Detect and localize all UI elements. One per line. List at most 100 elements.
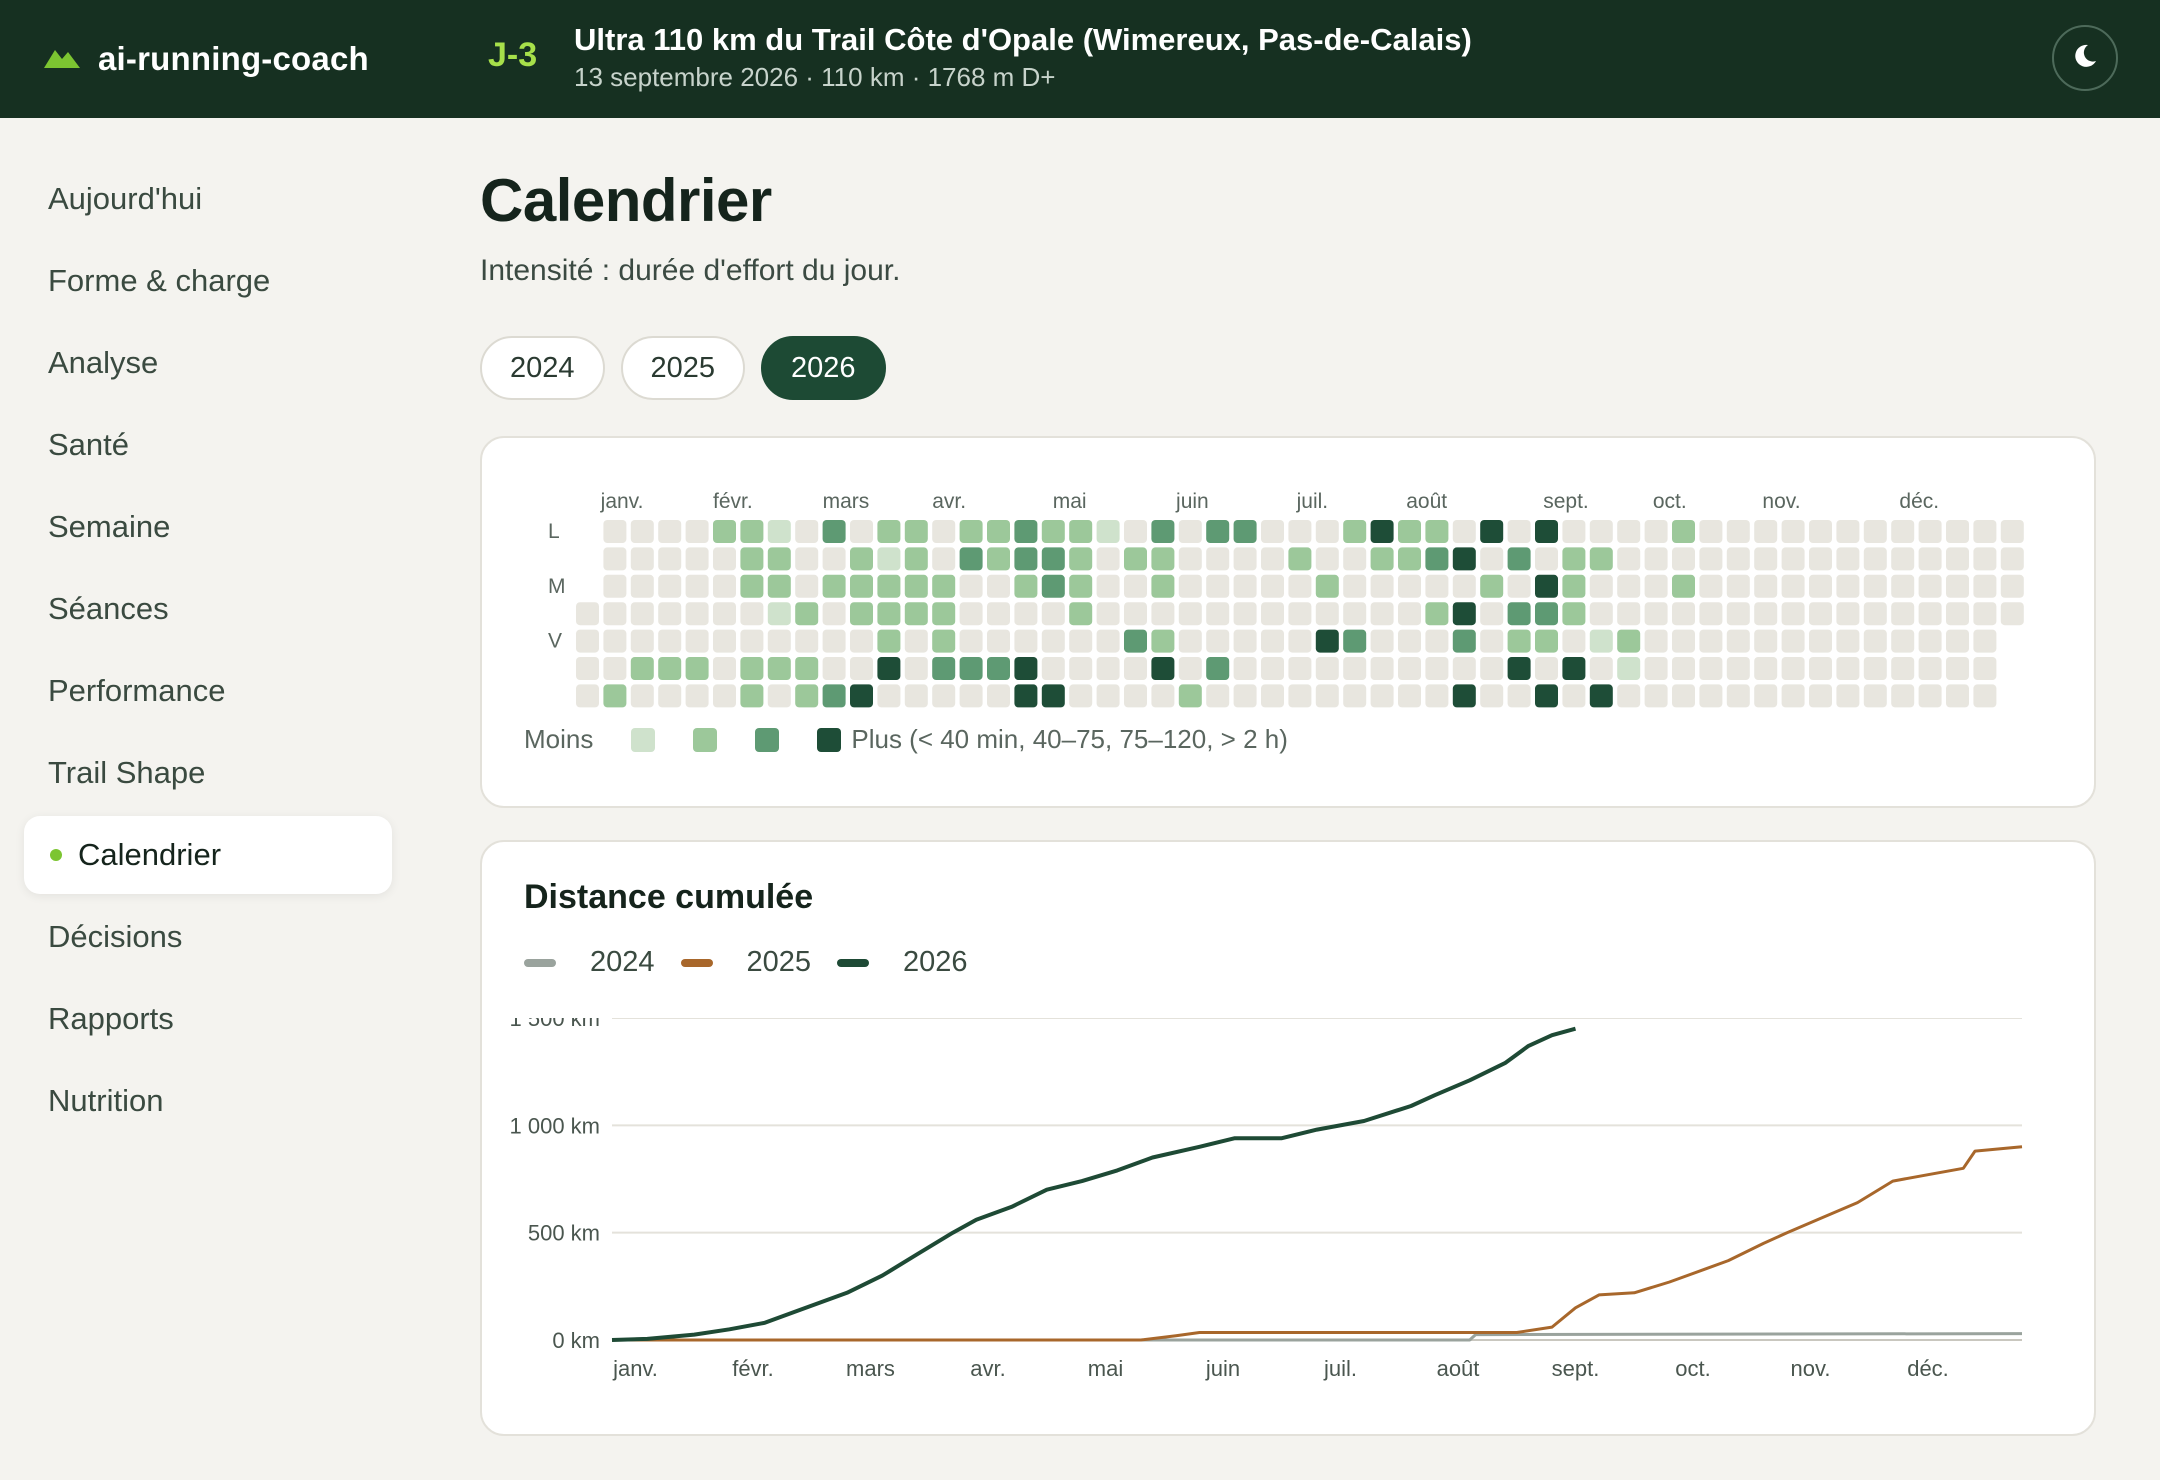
heatmap-day-cell[interactable]	[685, 547, 709, 571]
heatmap-day-cell[interactable]	[630, 574, 654, 598]
heatmap-day-cell[interactable]	[1343, 684, 1367, 708]
heatmap-day-cell[interactable]	[1809, 520, 1832, 543]
heatmap-day-cell[interactable]	[1261, 574, 1284, 598]
heatmap-day-cell[interactable]	[1398, 657, 1421, 680]
heatmap-day-cell[interactable]	[1178, 547, 1202, 571]
heatmap-day-cell[interactable]	[1315, 520, 1339, 543]
heatmap-day-cell[interactable]	[1425, 574, 1449, 598]
heatmap-day-cell[interactable]	[685, 629, 709, 653]
heatmap-day-cell[interactable]	[1151, 547, 1175, 571]
heatmap-day-cell[interactable]	[1617, 547, 1641, 571]
heatmap-day-cell[interactable]	[987, 520, 1010, 543]
heatmap-day-cell[interactable]	[1041, 547, 1065, 571]
heatmap-day-cell[interactable]	[1343, 657, 1367, 680]
heatmap-day-cell[interactable]	[1863, 574, 1887, 598]
heatmap-day-cell[interactable]	[685, 520, 709, 543]
heatmap-day-cell[interactable]	[1014, 684, 1038, 708]
sidebar-item-5[interactable]: Séances	[24, 570, 392, 648]
heatmap-day-cell[interactable]	[1261, 520, 1284, 543]
heatmap-day-cell[interactable]	[932, 574, 956, 598]
heatmap-day-cell[interactable]	[1562, 629, 1586, 653]
sidebar-item-3[interactable]: Santé	[24, 406, 392, 484]
heatmap-day-cell[interactable]	[877, 574, 901, 598]
heatmap-day-cell[interactable]	[1480, 657, 1504, 680]
heatmap-day-cell[interactable]	[1288, 629, 1312, 653]
heatmap-day-cell[interactable]	[1973, 629, 1997, 653]
heatmap-day-cell[interactable]	[1781, 657, 1805, 680]
heatmap-day-cell[interactable]	[658, 547, 682, 571]
heatmap-day-cell[interactable]	[959, 602, 983, 626]
heatmap-day-cell[interactable]	[1891, 602, 1915, 626]
heatmap-day-cell[interactable]	[904, 520, 928, 543]
heatmap-day-cell[interactable]	[713, 574, 736, 598]
heatmap-day-cell[interactable]	[1535, 602, 1558, 626]
heatmap-day-cell[interactable]	[576, 684, 599, 708]
heatmap-day-cell[interactable]	[713, 657, 736, 680]
heatmap-day-cell[interactable]	[1891, 520, 1915, 543]
heatmap-day-cell[interactable]	[1041, 657, 1065, 680]
heatmap-day-cell[interactable]	[1918, 629, 1942, 653]
heatmap-day-cell[interactable]	[1452, 602, 1476, 626]
heatmap-day-cell[interactable]	[1535, 684, 1558, 708]
heatmap-day-cell[interactable]	[1398, 602, 1421, 626]
heatmap-day-cell[interactable]	[1041, 629, 1065, 653]
heatmap-day-cell[interactable]	[1315, 657, 1339, 680]
heatmap-day-cell[interactable]	[1809, 602, 1832, 626]
heatmap-day-cell[interactable]	[1918, 684, 1942, 708]
heatmap-day-cell[interactable]	[1891, 629, 1915, 653]
heatmap-day-cell[interactable]	[1644, 657, 1668, 680]
heatmap-day-cell[interactable]	[1096, 520, 1120, 543]
heatmap-day-cell[interactable]	[1918, 520, 1942, 543]
heatmap-day-cell[interactable]	[1096, 684, 1120, 708]
heatmap-day-cell[interactable]	[713, 629, 736, 653]
heatmap-day-cell[interactable]	[987, 547, 1010, 571]
heatmap-day-cell[interactable]	[1315, 684, 1339, 708]
heatmap-day-cell[interactable]	[1973, 520, 1997, 543]
heatmap-day-cell[interactable]	[1315, 574, 1339, 598]
heatmap-day-cell[interactable]	[1425, 547, 1449, 571]
heatmap-day-cell[interactable]	[1041, 602, 1065, 626]
heatmap-day-cell[interactable]	[1343, 629, 1367, 653]
year-tab-2026[interactable]: 2026	[761, 336, 886, 400]
heatmap-day-cell[interactable]	[1589, 520, 1613, 543]
heatmap-day-cell[interactable]	[795, 547, 819, 571]
heatmap-day-cell[interactable]	[1014, 520, 1038, 543]
heatmap-day-cell[interactable]	[1178, 629, 1202, 653]
heatmap-day-cell[interactable]	[1261, 684, 1284, 708]
heatmap-day-cell[interactable]	[850, 657, 873, 680]
heatmap-day-cell[interactable]	[1781, 547, 1805, 571]
heatmap-day-cell[interactable]	[1343, 547, 1367, 571]
heatmap-day-cell[interactable]	[1781, 629, 1805, 653]
heatmap-day-cell[interactable]	[987, 629, 1010, 653]
heatmap-day-cell[interactable]	[1124, 657, 1147, 680]
heatmap-day-cell[interactable]	[740, 547, 764, 571]
heatmap-day-cell[interactable]	[1261, 629, 1284, 653]
heatmap-day-cell[interactable]	[822, 629, 846, 653]
heatmap-day-cell[interactable]	[1946, 547, 1969, 571]
heatmap-day-cell[interactable]	[877, 602, 901, 626]
heatmap-day-cell[interactable]	[795, 520, 819, 543]
heatmap-day-cell[interactable]	[1315, 547, 1339, 571]
heatmap-day-cell[interactable]	[576, 602, 599, 626]
heatmap-day-cell[interactable]	[1178, 684, 1202, 708]
heatmap-day-cell[interactable]	[1233, 657, 1257, 680]
heatmap-day-cell[interactable]	[1069, 602, 1093, 626]
year-tab-2024[interactable]: 2024	[480, 336, 605, 400]
heatmap-day-cell[interactable]	[987, 684, 1010, 708]
heatmap-day-cell[interactable]	[1370, 574, 1394, 598]
heatmap-day-cell[interactable]	[1206, 602, 1230, 626]
heatmap-day-cell[interactable]	[1809, 629, 1832, 653]
heatmap-day-cell[interactable]	[1452, 657, 1476, 680]
heatmap-day-cell[interactable]	[740, 684, 764, 708]
heatmap-day-cell[interactable]	[1096, 629, 1120, 653]
heatmap-day-cell[interactable]	[1891, 657, 1915, 680]
heatmap-day-cell[interactable]	[1507, 629, 1531, 653]
heatmap-day-cell[interactable]	[904, 657, 928, 680]
heatmap-day-cell[interactable]	[1151, 602, 1175, 626]
heatmap-day-cell[interactable]	[822, 684, 846, 708]
heatmap-day-cell[interactable]	[1206, 657, 1230, 680]
heatmap-day-cell[interactable]	[740, 602, 764, 626]
heatmap-day-cell[interactable]	[658, 629, 682, 653]
heatmap-day-cell[interactable]	[1836, 684, 1860, 708]
heatmap-day-cell[interactable]	[1014, 629, 1038, 653]
